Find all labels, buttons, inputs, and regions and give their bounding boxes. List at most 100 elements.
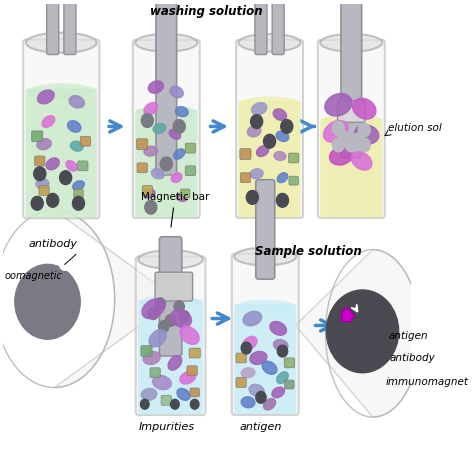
Ellipse shape (73, 181, 84, 191)
Circle shape (141, 114, 154, 128)
Ellipse shape (180, 326, 199, 344)
Ellipse shape (144, 102, 157, 115)
Ellipse shape (171, 173, 182, 182)
Ellipse shape (135, 34, 197, 52)
Circle shape (148, 308, 158, 319)
Ellipse shape (247, 126, 261, 137)
Ellipse shape (144, 146, 158, 156)
Ellipse shape (322, 114, 381, 127)
Ellipse shape (142, 299, 165, 319)
Ellipse shape (28, 83, 95, 99)
Ellipse shape (170, 86, 183, 98)
Ellipse shape (236, 300, 294, 313)
Ellipse shape (137, 105, 196, 118)
FancyBboxPatch shape (318, 40, 385, 218)
Ellipse shape (277, 173, 288, 182)
Text: Magnetic bar: Magnetic bar (141, 192, 209, 227)
FancyBboxPatch shape (80, 137, 91, 146)
Ellipse shape (140, 295, 201, 309)
FancyBboxPatch shape (23, 39, 100, 219)
FancyBboxPatch shape (39, 185, 49, 195)
Ellipse shape (37, 139, 51, 150)
Ellipse shape (264, 399, 275, 410)
Ellipse shape (240, 96, 299, 110)
Circle shape (60, 171, 72, 184)
FancyBboxPatch shape (289, 153, 299, 163)
Text: antigen: antigen (240, 422, 282, 432)
Circle shape (145, 201, 157, 214)
Ellipse shape (273, 109, 287, 120)
Ellipse shape (353, 98, 376, 119)
FancyBboxPatch shape (159, 237, 182, 356)
Text: oomagnetic: oomagnetic (4, 271, 63, 281)
Ellipse shape (176, 193, 187, 201)
Ellipse shape (273, 339, 288, 351)
FancyBboxPatch shape (337, 100, 365, 122)
Ellipse shape (149, 329, 166, 347)
FancyBboxPatch shape (284, 358, 294, 368)
Ellipse shape (320, 34, 383, 52)
FancyBboxPatch shape (137, 139, 148, 150)
Ellipse shape (138, 250, 203, 269)
Ellipse shape (324, 120, 348, 142)
FancyBboxPatch shape (236, 378, 246, 387)
Ellipse shape (329, 147, 353, 165)
Ellipse shape (46, 158, 59, 170)
FancyBboxPatch shape (320, 118, 383, 217)
FancyBboxPatch shape (32, 131, 43, 142)
Ellipse shape (243, 337, 257, 350)
Circle shape (358, 123, 370, 137)
Circle shape (332, 138, 345, 152)
Ellipse shape (243, 311, 262, 326)
Ellipse shape (252, 102, 267, 115)
Ellipse shape (355, 125, 379, 144)
FancyBboxPatch shape (255, 0, 267, 55)
Circle shape (140, 399, 149, 409)
FancyBboxPatch shape (256, 180, 275, 279)
Text: antibody: antibody (390, 353, 436, 363)
Ellipse shape (153, 123, 166, 134)
Ellipse shape (153, 375, 172, 390)
Text: Sample solution: Sample solution (255, 245, 362, 257)
Ellipse shape (250, 351, 267, 365)
Circle shape (31, 196, 43, 210)
Ellipse shape (42, 116, 55, 128)
FancyBboxPatch shape (138, 300, 203, 414)
FancyBboxPatch shape (142, 185, 153, 195)
FancyBboxPatch shape (78, 161, 88, 171)
FancyBboxPatch shape (141, 346, 152, 356)
Ellipse shape (169, 129, 181, 139)
FancyBboxPatch shape (137, 163, 147, 173)
Circle shape (179, 310, 190, 322)
Circle shape (46, 193, 59, 207)
Ellipse shape (234, 247, 296, 265)
FancyBboxPatch shape (232, 254, 299, 415)
Text: Impurities: Impurities (138, 422, 194, 432)
FancyBboxPatch shape (187, 366, 197, 376)
Ellipse shape (249, 384, 264, 397)
Polygon shape (55, 210, 177, 387)
FancyBboxPatch shape (236, 40, 303, 218)
Circle shape (73, 196, 84, 210)
FancyBboxPatch shape (46, 0, 59, 55)
Circle shape (191, 399, 199, 409)
Ellipse shape (173, 149, 185, 159)
Ellipse shape (241, 397, 255, 408)
FancyBboxPatch shape (133, 40, 200, 218)
Ellipse shape (276, 131, 289, 141)
Circle shape (256, 392, 266, 403)
FancyBboxPatch shape (289, 176, 299, 185)
Ellipse shape (70, 141, 83, 151)
Circle shape (276, 193, 289, 207)
Circle shape (281, 119, 293, 133)
FancyBboxPatch shape (136, 256, 205, 415)
Circle shape (352, 133, 364, 147)
FancyBboxPatch shape (150, 368, 160, 378)
Circle shape (332, 121, 345, 135)
Ellipse shape (67, 121, 81, 132)
Ellipse shape (26, 33, 97, 53)
Circle shape (241, 342, 252, 354)
FancyBboxPatch shape (155, 272, 192, 301)
Ellipse shape (274, 152, 286, 161)
Ellipse shape (36, 179, 49, 189)
